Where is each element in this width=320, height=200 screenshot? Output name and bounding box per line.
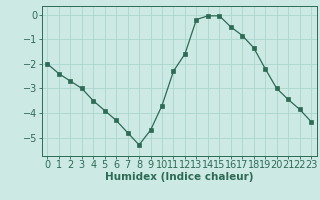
X-axis label: Humidex (Indice chaleur): Humidex (Indice chaleur) <box>105 172 253 182</box>
